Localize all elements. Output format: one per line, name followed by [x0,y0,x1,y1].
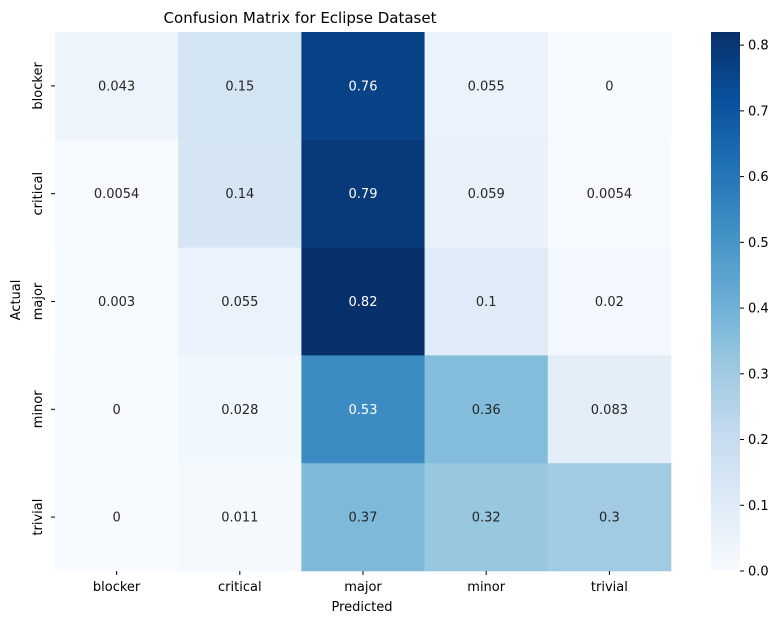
cell-value-label: 0.0054 [94,187,140,202]
colorbar-tick-label: 0.4 [748,302,769,317]
heatmap-cell [55,247,179,356]
colorbar-tick-label: 0.7 [748,104,769,119]
heatmap-cell [55,355,179,464]
heatmap-cell-labels: 0.043 0.15 0.76 0.055 0 0.0054 0.14 0.79 0.059 0.… [94,79,632,525]
y-tick-label: blocker [31,62,46,110]
cell-value-label: 0.1 [476,295,497,310]
heatmap-cells [55,32,672,572]
cell-value-label: 0.82 [349,295,378,310]
heatmap-cell [424,32,549,141]
cell-value-label: 0.14 [225,187,254,202]
heatmap-cell [55,463,179,572]
heatmap-cell [424,463,549,572]
x-axis-label: Predicted [331,600,392,615]
heatmap-cell [301,355,425,464]
heatmap-cell [178,463,302,572]
heatmap-cell [547,139,672,248]
cell-value-label: 0.37 [349,511,378,526]
cell-value-label: 0.3 [599,511,620,526]
heatmap-cell [424,139,549,248]
colorbar-tick-label: 0.5 [748,236,769,251]
heatmap-cell [547,247,672,356]
cell-value-label: 0.059 [468,187,505,202]
colorbar-tick-label: 0.1 [748,499,769,514]
y-tick-label: minor [31,390,46,428]
x-tick-label: major [344,580,382,595]
heatmap-cell [301,139,425,248]
cell-value-label: 0 [605,79,613,94]
heatmap-cell [547,32,672,141]
heatmap-cell [178,247,302,356]
colorbar [711,32,740,571]
heatmap-cell [424,355,549,464]
heatmap-cell [55,32,179,141]
cell-value-label: 0 [112,403,120,418]
x-tick-label: critical [218,580,262,595]
heatmap-cell [178,355,302,464]
colorbar-tick-label: 0.2 [748,433,769,448]
heatmap-cell [547,355,672,464]
y-axis-ticks: blocker critical major minor trivial [31,62,55,536]
cell-value-label: 0.0054 [587,187,633,202]
heatmap-cell [547,463,672,572]
colorbar-tick-label: 0.6 [748,170,769,185]
cell-value-label: 0.36 [472,403,501,418]
chart-title: Confusion Matrix for Eclipse Dataset [164,9,437,27]
heatmap-cell [301,32,425,141]
cell-value-label: 0.043 [98,79,135,94]
cell-value-label: 0.028 [221,403,258,418]
x-tick-label: minor [467,580,505,595]
x-tick-label: trivial [591,580,628,595]
cell-value-label: 0.083 [591,403,628,418]
cell-value-label: 0.003 [98,295,135,310]
y-axis-label: Actual [9,280,24,321]
y-tick-label: major [31,282,46,320]
cell-value-label: 0.53 [349,403,378,418]
cell-value-label: 0.76 [349,79,378,94]
heatmap-cell [301,247,425,356]
cell-value-label: 0.15 [225,79,254,94]
colorbar-tick-label: 0.3 [748,367,769,382]
x-tick-label: blocker [93,580,141,595]
cell-value-label: 0.32 [472,511,501,526]
heatmap-cell [301,463,425,572]
heatmap-cell [178,32,302,141]
y-tick-label: trivial [31,499,46,536]
cell-value-label: 0.011 [221,511,258,526]
colorbar-tick-label: 0.0 [748,565,769,580]
cell-value-label: 0.055 [468,79,505,94]
cell-value-label: 0 [112,511,120,526]
y-tick-label: critical [31,172,46,216]
colorbar-tick-label: 0.8 [748,39,769,54]
cell-value-label: 0.055 [221,295,258,310]
heatmap-cell [178,139,302,248]
x-axis-ticks: blocker critical major minor trivial [93,571,628,595]
colorbar-ticks: 0.0 0.1 0.2 0.3 0.4 0.5 0.6 0.7 0.8 [740,39,769,580]
cell-value-label: 0.79 [349,187,378,202]
heatmap-cell [424,247,549,356]
heatmap-cell [55,139,179,248]
cell-value-label: 0.02 [595,295,624,310]
